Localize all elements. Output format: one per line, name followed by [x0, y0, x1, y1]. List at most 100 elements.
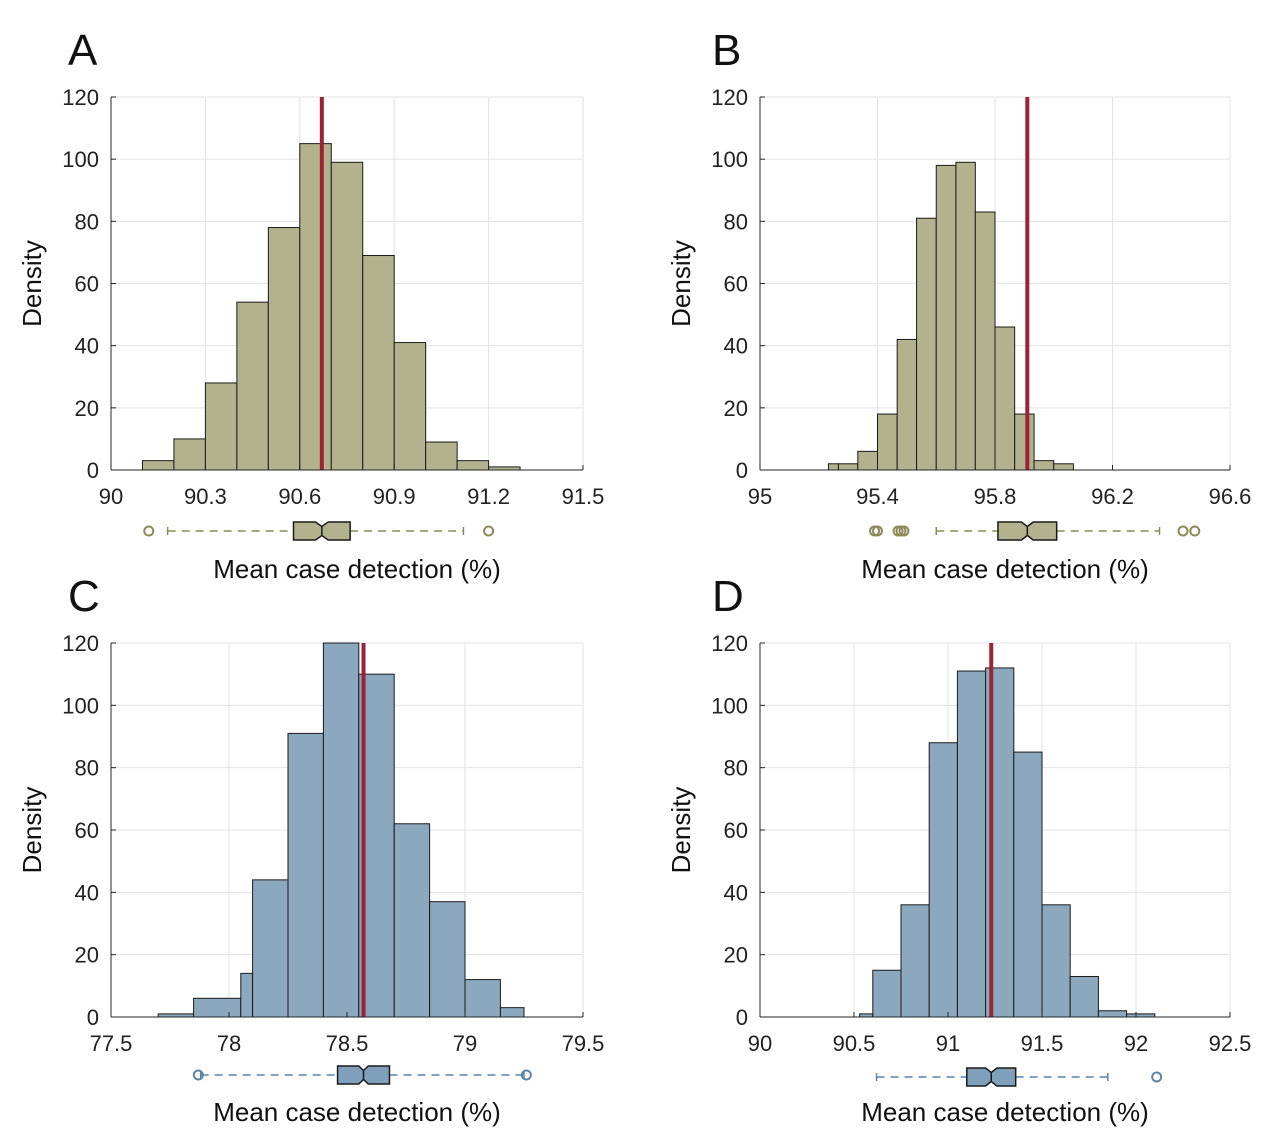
x-tick-label: 90.5	[833, 1031, 876, 1056]
y-tick-label: 100	[62, 693, 99, 718]
histogram-bar	[464, 979, 501, 1018]
y-axis-label: Density	[17, 787, 47, 874]
x-tick-label: 90.9	[373, 484, 416, 509]
panel-a: A 90 90.3 90.6 90.9 91.2 91.5 0 20 40 60 80 100 120 De…	[17, 26, 604, 584]
panel-d: D 90 90.5 91 91.5 92 92.5 0 20 40 60 80 100 120 Densit…	[666, 572, 1251, 1127]
histogram-bar	[193, 997, 242, 1018]
x-tick-label: 91.2	[467, 484, 510, 509]
histogram-bar	[362, 255, 395, 471]
y-tick-label: 0	[736, 458, 748, 483]
x-axis-label: Mean case detection (%)	[861, 554, 1149, 584]
x-tick-label: 90.3	[184, 484, 227, 509]
panel-c: C 77.5 78 78.5 79 79.5 0 20 40 60 80 100 120 Density M…	[17, 572, 604, 1127]
histogram-bar	[1013, 751, 1043, 1018]
y-tick-label: 40	[75, 334, 99, 359]
histogram-bar	[393, 823, 431, 1018]
histogram-bar	[425, 441, 458, 471]
panel-letter: D	[712, 572, 744, 621]
histogram-bar	[204, 382, 238, 471]
x-tick-label: 91.5	[562, 484, 605, 509]
x-tick-label: 92.5	[1209, 1031, 1252, 1056]
x-axis-label: Mean case detection (%)	[213, 1097, 501, 1127]
x-axis-label: Mean case detection (%)	[213, 554, 501, 584]
boxplot	[875, 1067, 1163, 1087]
y-tick-label: 80	[724, 756, 748, 781]
y-tick-label: 120	[62, 631, 99, 656]
x-tick-label: 91	[936, 1031, 960, 1056]
histogram-bar	[1053, 463, 1074, 471]
histogram-bar	[429, 901, 466, 1018]
y-tick-label: 60	[75, 818, 99, 843]
histogram-bar	[267, 227, 301, 471]
histogram-bar	[956, 670, 987, 1018]
y-tick-label: 120	[711, 631, 748, 656]
x-tick-label: 95.8	[974, 484, 1017, 509]
histogram-bar	[499, 1007, 525, 1018]
x-tick-label: 92	[1124, 1031, 1148, 1056]
histogram-bar	[827, 463, 839, 471]
y-tick-label: 100	[711, 693, 748, 718]
x-tick-label: 95.4	[856, 484, 899, 509]
boxplot-outlier	[872, 525, 883, 537]
histogram-bar	[1041, 904, 1071, 1018]
histogram-bar	[299, 143, 332, 471]
boxplot-outlier	[520, 1069, 532, 1081]
boxplot-outlier	[483, 525, 495, 537]
x-tick-label: 96.2	[1091, 484, 1134, 509]
x-tick-label: 90.6	[278, 484, 321, 509]
x-tick-label: 79	[453, 1031, 477, 1056]
histogram-bar	[837, 463, 859, 471]
y-tick-label: 60	[75, 272, 99, 297]
y-tick-label: 40	[724, 880, 748, 905]
histogram-bar	[877, 413, 898, 471]
histogram-bar	[252, 879, 289, 1018]
histogram-bar	[173, 438, 206, 471]
y-axis-label: Density	[666, 787, 696, 874]
x-tick-label: 96.6	[1209, 484, 1252, 509]
histogram-bar	[287, 732, 324, 1018]
histogram-bars	[157, 642, 525, 1018]
histogram-bar	[141, 460, 175, 471]
histogram-bar	[456, 460, 490, 471]
y-tick-label: 40	[75, 880, 99, 905]
panel-letter: B	[712, 26, 741, 75]
histogram-bar	[955, 161, 976, 471]
y-tick-label: 0	[87, 1005, 99, 1030]
x-tick-label: 95	[748, 484, 772, 509]
histogram-bar	[974, 211, 996, 471]
y-tick-label: 80	[75, 209, 99, 234]
x-tick-label: 79.5	[562, 1031, 605, 1056]
boxplot-outlier	[192, 1069, 204, 1081]
panel-b: B 95 95.4 95.8 96.2 96.6 0 20 40 60 80 100 120 Densit…	[666, 26, 1251, 584]
histogram-bar	[916, 217, 937, 471]
y-tick-label: 80	[75, 756, 99, 781]
x-tick-label: 90	[99, 484, 123, 509]
boxplot-outlier	[1151, 1071, 1163, 1083]
histogram-bar	[236, 301, 269, 471]
boxplot-outlier	[1189, 525, 1201, 537]
histogram-bar	[872, 969, 902, 1018]
panel-letter: A	[68, 26, 98, 75]
y-tick-label: 100	[711, 147, 748, 172]
boxplot-outlier	[1177, 525, 1189, 537]
x-tick-label: 77.5	[90, 1031, 133, 1056]
boxplot	[143, 521, 495, 541]
histogram-bars	[141, 143, 521, 471]
histogram-bar	[928, 742, 958, 1018]
histogram-bar	[393, 342, 427, 471]
y-tick-label: 0	[736, 1005, 748, 1030]
histogram-bar	[240, 972, 254, 1018]
boxplot-outlier	[898, 525, 910, 537]
y-tick-label: 20	[75, 943, 99, 968]
y-tick-label: 60	[724, 272, 748, 297]
x-axis-label: Mean case detection (%)	[861, 1097, 1149, 1127]
histogram-bar	[1014, 413, 1035, 471]
x-tick-label: 91.5	[1021, 1031, 1064, 1056]
boxplot	[192, 1065, 532, 1085]
histogram-bar	[1033, 460, 1055, 471]
y-tick-label: 120	[711, 85, 748, 110]
histogram-bar	[857, 450, 878, 471]
histogram-bar	[896, 338, 918, 471]
histogram-bar	[900, 904, 930, 1018]
